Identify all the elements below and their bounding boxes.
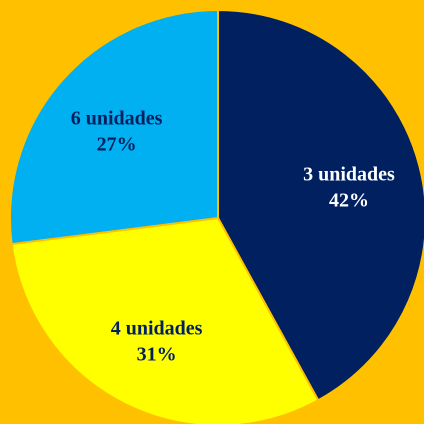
slice-category-label: 6 unidades bbox=[71, 108, 163, 130]
slice-value-label: 31% bbox=[137, 343, 177, 365]
pie-slice bbox=[9, 8, 219, 246]
slice-value-label: 42% bbox=[329, 189, 369, 211]
slice-value-label: 27% bbox=[97, 134, 137, 156]
slice-category-label: 4 unidades bbox=[111, 317, 203, 339]
pie-slice bbox=[10, 216, 320, 424]
pie-slice bbox=[217, 8, 424, 402]
slice-category-label: 3 unidades bbox=[303, 163, 395, 185]
